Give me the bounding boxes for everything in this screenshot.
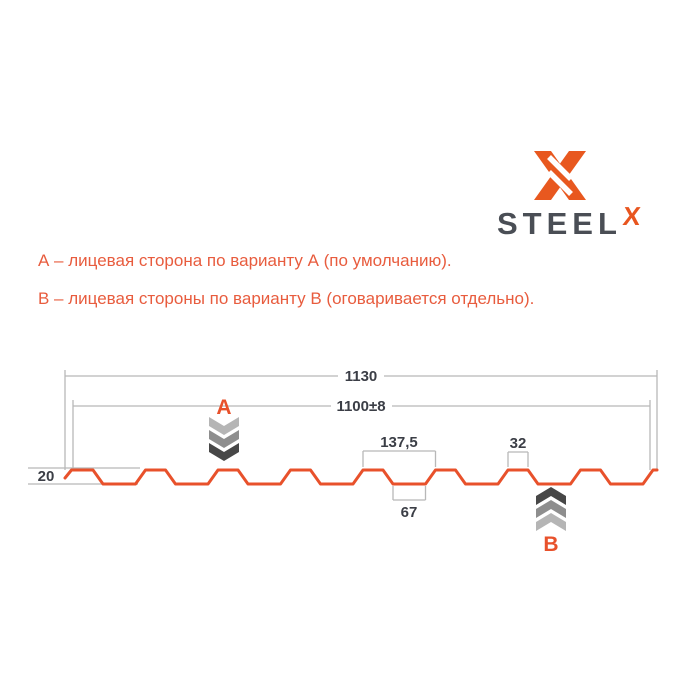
brand-wordmark: STEELX bbox=[497, 201, 642, 242]
chevron-up bbox=[536, 500, 566, 518]
variant-a-chevrons-icon bbox=[209, 417, 239, 461]
variant-a-label: А bbox=[216, 396, 231, 419]
extension-lines bbox=[64, 370, 658, 470]
brand-wordmark-steel: STEEL bbox=[497, 206, 622, 241]
logo-white-cut bbox=[547, 170, 573, 196]
dimension-working-width: 1100±8 bbox=[73, 398, 650, 415]
dim-total-width-value: 1130 bbox=[345, 368, 378, 385]
dimension-rib-pitch: 137,5 bbox=[362, 434, 437, 467]
dim-profile-height-value: 20 bbox=[38, 468, 55, 485]
chevron-down bbox=[209, 430, 239, 448]
note-variant-b: В – лицевая стороны по варианту В (огова… bbox=[38, 289, 535, 308]
chevron-down bbox=[209, 443, 239, 461]
logo-white-cut bbox=[547, 155, 573, 181]
dim-rib-top-width-value: 32 bbox=[510, 435, 527, 452]
dimension-rib-bottom-width: 67 bbox=[392, 486, 427, 521]
logo-band-trbl bbox=[534, 151, 586, 200]
variant-a-marker: А bbox=[209, 396, 239, 461]
dimension-rib-top-width: 32 bbox=[507, 435, 529, 467]
variant-b-chevrons-icon bbox=[536, 487, 566, 531]
dimension-total-width: 1130 bbox=[65, 368, 657, 385]
variant-b-label: В bbox=[543, 533, 558, 556]
note-variant-a: А – лицевая сторона по варианту А (по ум… bbox=[38, 251, 452, 270]
steelx-logo-icon bbox=[534, 151, 586, 200]
brand-logo: STEELX bbox=[497, 148, 667, 243]
chevron-down bbox=[209, 417, 239, 435]
variant-b-marker: В bbox=[536, 487, 566, 556]
profile-outline bbox=[63, 468, 659, 486]
dim-rib-pitch-value: 137,5 bbox=[380, 434, 418, 451]
chevron-up bbox=[536, 513, 566, 531]
dim-working-width-value: 1100±8 bbox=[336, 398, 385, 415]
dim-rib-bottom-width-value: 67 bbox=[401, 504, 418, 521]
chevron-up bbox=[536, 487, 566, 505]
